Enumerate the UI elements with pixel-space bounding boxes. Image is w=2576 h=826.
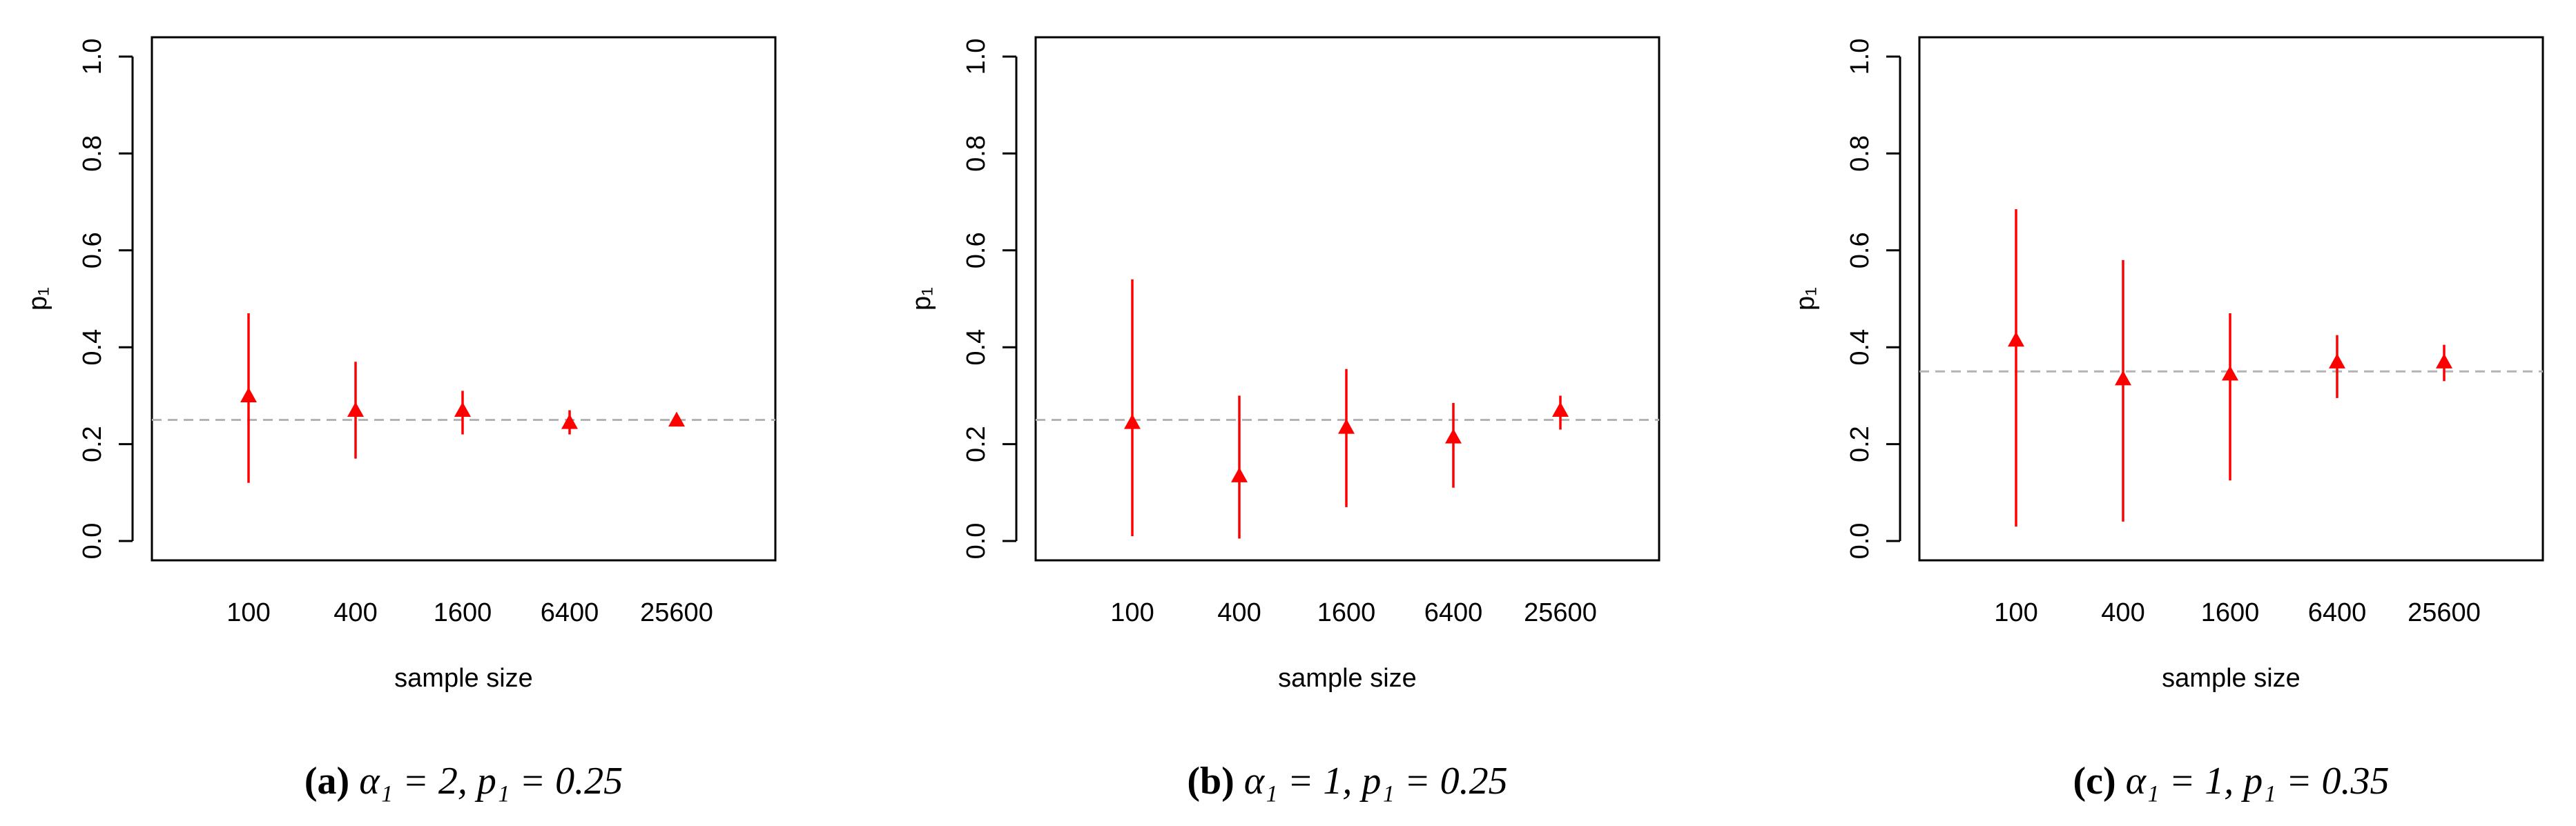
data-point-triangle (561, 414, 578, 429)
x-axis-title: sample size (394, 664, 533, 693)
plot-frame (151, 36, 777, 562)
y-tick-label: 0.4 (78, 329, 107, 366)
data-point-triangle (1445, 429, 1462, 444)
caption-text: α₁ = 1, p₁ = 0.25 (1244, 760, 1508, 803)
y-tick-label: 0.6 (962, 232, 991, 268)
y-axis-title: p₁ (1791, 287, 1820, 311)
x-tick-label: 400 (2101, 598, 2144, 627)
data-point-triangle (454, 402, 471, 417)
data-point-triangle (240, 387, 257, 402)
panel-c: 0.0 0.2 0.4 0.6 0.8 1.0 p₁ 100 400 1600 6400 25600 s… (1791, 36, 2544, 803)
y-tick-label: 0.2 (78, 426, 107, 462)
y-tick-label: 0.8 (78, 135, 107, 172)
panel-caption: (a) α₁ = 2, p₁ = 0.25 (304, 760, 623, 803)
x-tick-label: 6400 (1424, 598, 1483, 627)
data-point-triangle (2436, 353, 2452, 368)
y-tick-label: 0.8 (962, 135, 991, 172)
x-tick-label: 6400 (2308, 598, 2367, 627)
x-tick-label: 6400 (541, 598, 599, 627)
x-tick-label: 400 (333, 598, 377, 627)
x-axis-title: sample size (1278, 664, 1417, 693)
y-tick-label: 1.0 (78, 39, 107, 75)
x-tick-label: 100 (226, 598, 270, 627)
caption-tag: (a) (304, 760, 349, 803)
data-point-triangle (1552, 402, 1569, 417)
x-tick-label: 1600 (1317, 598, 1376, 627)
x-tick-label: 1600 (434, 598, 492, 627)
caption-text: α₁ = 1, p₁ = 0.35 (2126, 760, 2390, 803)
x-tick-label: 25600 (1524, 598, 1597, 627)
x-axis-title: sample size (2162, 664, 2301, 693)
data-point-triangle (2222, 365, 2238, 381)
caption-text: α₁ = 2, p₁ = 0.25 (359, 760, 623, 803)
panel-caption: (c) α₁ = 1, p₁ = 0.35 (2073, 760, 2389, 803)
data-point-triangle (1231, 467, 1248, 482)
data-point-triangle (2008, 331, 2024, 347)
y-axis-title: p₁ (23, 287, 52, 311)
y-tick-label: 0.0 (78, 523, 107, 560)
x-tick-label: 1600 (2201, 598, 2260, 627)
data-point-triangle (1338, 419, 1355, 434)
y-tick-label: 0.2 (962, 426, 991, 462)
y-tick-label: 0.8 (1846, 135, 1875, 172)
data-point-triangle (2115, 370, 2131, 386)
x-tick-label: 100 (1994, 598, 2037, 627)
x-tick-label: 400 (1217, 598, 1261, 627)
y-tick-label: 0.0 (1846, 523, 1875, 560)
data-point-triangle (1124, 414, 1141, 429)
x-tick-label: 100 (1110, 598, 1154, 627)
data-point-triangle (2329, 353, 2345, 368)
y-axis-title: p₁ (907, 287, 936, 311)
y-tick-label: 0.4 (1846, 329, 1875, 366)
caption-tag: (b) (1187, 760, 1234, 803)
y-tick-label: 0.2 (1846, 426, 1875, 462)
data-point-triangle (347, 402, 364, 417)
y-tick-label: 1.0 (1846, 39, 1875, 75)
panel-caption: (b) α₁ = 1, p₁ = 0.25 (1187, 760, 1507, 803)
data-point-triangle (668, 411, 685, 427)
panel-a: 0.0 0.2 0.4 0.6 0.8 1.0 p₁ 100 400 1600 6400 25600 s… (23, 36, 777, 803)
plot-frame (1034, 36, 1660, 562)
y-tick-label: 0.6 (78, 232, 107, 268)
y-tick-label: 1.0 (962, 39, 991, 75)
panel-b: 0.0 0.2 0.4 0.6 0.8 1.0 p₁ 100 400 1600 6400 25600 s… (907, 36, 1660, 803)
x-tick-label: 25600 (640, 598, 713, 627)
y-tick-label: 0.0 (962, 523, 991, 560)
y-tick-label: 0.4 (962, 329, 991, 366)
plot-frame (1918, 36, 2544, 562)
caption-tag: (c) (2073, 760, 2115, 803)
x-tick-label: 25600 (2408, 598, 2481, 627)
y-tick-label: 0.6 (1846, 232, 1875, 268)
